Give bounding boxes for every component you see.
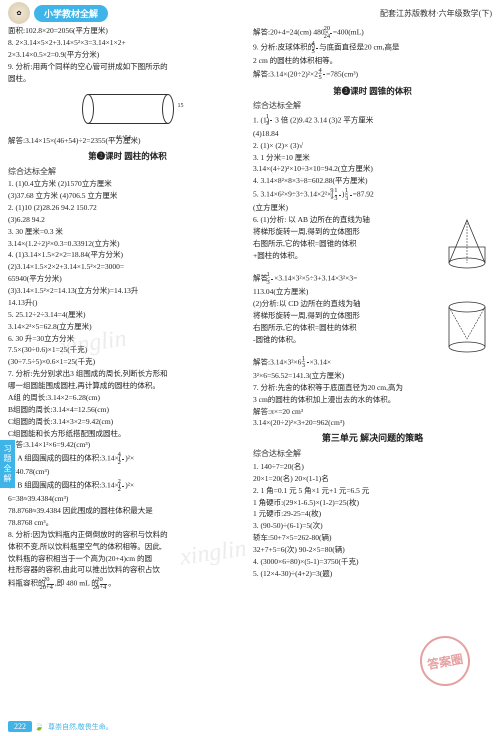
text-line: 5. 3.14×6²×9÷3÷3.14×2²×(9×13)×13=87.92: [253, 188, 492, 202]
text-line: 2 cm 的圆柱的体积相等。: [253, 56, 492, 67]
subsection-label: 综合达标全解: [8, 166, 247, 178]
text-line: 解答:3.14×(20÷2)²×2÷45=785(cm³): [253, 68, 492, 82]
text-line: 2. (1)10 (2)28.26 94.2 150.72: [8, 203, 247, 214]
subsection-label: 综合达标全解: [253, 448, 492, 460]
text-line: 轿车:50+7×5=262-80(辆): [253, 533, 492, 544]
footer-slogan: 尊崇自然,敬畏生命。: [48, 722, 113, 732]
text-line: 3 cm的圆柱的体积加上漫出去的水的体积。: [253, 395, 492, 406]
text-line: 7. 分析:先舍的体积等于底面直径为20 cm,高为: [253, 383, 492, 394]
text-line: 6=40.78(cm³): [8, 467, 247, 478]
figure-label: 15: [178, 102, 184, 111]
figure-label: 46+54: [116, 134, 131, 143]
text-line: 3. (90-50)÷(6-1)=5(次): [253, 521, 492, 532]
text-line: (3)6.28 94.2: [8, 215, 247, 226]
cone-figure-1: [442, 215, 492, 270]
text-line: 解答:3.14×1²×6=9.42(cm³): [8, 440, 247, 451]
text-line: 1. (1)0.4立方米 (2)1570立方厘米: [8, 179, 247, 190]
cylinder-figure: 15 46+54: [78, 86, 178, 134]
right-column: 解答:20+4=24(cm) 480×2024=400(mL) 9. 分析:皮球…: [253, 26, 492, 592]
text-line: 7. 分析:先分别求出3 组围成的周长,列断长方形和: [8, 369, 247, 380]
text-line: 饮料瓶的容积相当于一个高为(20+4)cm 的圆: [8, 554, 247, 565]
text-line: 3.14×(20÷2)²×3+20=962(cm³): [253, 418, 492, 429]
text-line: 9. 分析:用两个同样的空心管可拼成如下图所示的: [8, 62, 247, 73]
section-title: 第❸课时 圆锥的体积: [253, 85, 492, 97]
cone-figure-2: [442, 299, 492, 354]
text-line: 4. (3000×6÷80)×(5-1)=3750(千克): [253, 557, 492, 568]
text-line: 9. 分析:皮球体积的45与底面直径是20 cm,高是: [253, 41, 492, 55]
text-line: 8. 分析:因为饮料瓶内正倒倒放时的容积与饮料的: [8, 530, 247, 541]
text-line: C组圆能和长方形纸搭配围成圆柱。: [8, 429, 247, 440]
text-line: 3. 1 分米=10 厘米: [253, 153, 492, 164]
header-subtitle: 配套江苏版教材·六年级数学(下): [380, 8, 492, 19]
side-tab: 习题全解: [0, 440, 15, 488]
text-line: 4. (1)3.14×1.5×2×2=18.84(平方分米): [8, 250, 247, 261]
leaf-icon: 🍃: [34, 722, 44, 731]
text-line: (2)3.14×1.5×2×2+3.14×1.5²×2=3000=: [8, 262, 247, 273]
page-number: 222: [8, 721, 32, 732]
unit-title: 第三单元 解决问题的策略: [253, 432, 492, 445]
answer-stamp: 答案圈: [420, 636, 480, 696]
logo-badge: ✿: [8, 2, 30, 24]
text-line: 2. (1)× (2)× (3)√: [253, 141, 492, 152]
text-line: (4)18.84: [253, 129, 492, 140]
stamp-text: 答案圈: [416, 632, 474, 690]
text-line: 解答:20+4=24(cm) 480×2024=400(mL): [253, 26, 492, 40]
text-line: (30÷7.5÷5)×0.6×1=25(千克): [8, 357, 247, 368]
text-line: 7.5×(30÷0.6)×1=25(千克): [8, 345, 247, 356]
text-line: 1 角硬币:(29×1-6.5)×(1-2)=25(枚): [253, 498, 492, 509]
book-title: 小学教材全解: [34, 5, 108, 22]
text-line: 2×3.14×0.5×2=0.9(平方分米): [8, 50, 247, 61]
text-line: 14.13升(): [8, 298, 247, 309]
text-line: 3.14×(1.2÷2)²×0.3=0.33912(立方米): [8, 239, 247, 250]
text-line: 113.04(立方厘米): [253, 287, 492, 298]
text-line: 解答:13×3.14×3²×5÷3+3.14×3²×3=: [253, 272, 492, 286]
text-line: 3²×6=56.52=141.3(立方厘米): [253, 371, 492, 382]
text-line: 解答:π×=20 cm³: [253, 407, 492, 418]
text-line: 78.8768≈39.4384 因此围成的圆柱体积最大是: [8, 506, 247, 517]
text-line: 3.14×(4÷2)²×10÷3×10=94.2(立方厘米): [253, 164, 492, 175]
page-header: ✿ 小学教材全解 配套江苏版教材·六年级数学(下): [0, 0, 500, 26]
text-line: 1. 140÷7=20(名): [253, 462, 492, 473]
text-line: B组圆的周长:3.14×4=12.56(cm): [8, 405, 247, 416]
text-line: 面积:102.8×20=2056(平方厘米): [8, 26, 247, 37]
text-line: A组 的周长:3.14×2=6.28(cm): [8, 393, 247, 404]
text-line: 8. 2×3.14×5×2+3.14×5²×3=3.14×1×2+: [8, 38, 247, 49]
text-line: C组圆的周长:3.14×3×2=9.42(cm): [8, 417, 247, 428]
text-line: 柱形容器的容积,由此可以推出饮料的容积占饮: [8, 565, 247, 576]
text-line: 1 元硬币:29-25=4(枚): [253, 509, 492, 520]
text-line: 和 A 组圆围成的圆柱的体积:3.14×(42)²×: [8, 452, 247, 466]
subsection-label: 综合达标全解: [253, 100, 492, 112]
text-line: (立方厘米): [253, 203, 492, 214]
text-line: (3)3.14×1.5²×2=14.13(立方分米)=14.13升: [8, 286, 247, 297]
text-line: 3.14×2²×5=62.8(立方厘米): [8, 322, 247, 333]
text-line: 哪一组圆能围成圆柱,再计算成的圆柱的体积。: [8, 381, 247, 392]
text-line: 解答:3.14×3²×6÷13×3.14×: [253, 356, 492, 370]
text-line: 和 B 组圆围成的圆柱的体积:3.14×(22)²×: [8, 479, 247, 493]
text-line: 5. (12×4-30)÷(4+2)=3(题): [253, 569, 492, 580]
text-line: 20×1=20(名) 20×(1-1)名: [253, 474, 492, 485]
text-line: (3)37.68 立方米 (4)706.5 立方厘米: [8, 191, 247, 202]
text-line: 78.8768 cm³。: [8, 518, 247, 529]
text-line: 32+7+5=6(次) 90-2×5=80(辆): [253, 545, 492, 556]
content-columns: 面积:102.8×20=2056(平方厘米) 8. 2×3.14×5×2+3.1…: [0, 26, 500, 592]
section-title: 第❷课时 圆柱的体积: [8, 150, 247, 162]
text-line: 料瓶容积的2020+4,即 480 mL 的2020+4。: [8, 577, 247, 591]
text-line: 圆柱。: [8, 74, 247, 85]
text-line: 5. 25.12÷2÷3.14=4(厘米): [8, 310, 247, 321]
text-line: 3. 30 厘米=0.3 米: [8, 227, 247, 238]
text-line: 2. 1 角=0.1 元 5 角×1 元+1 元=6.5 元: [253, 486, 492, 497]
text-line: 1. (1)13 3 倍 (2)9.42 3.14 (3)2 平方厘米: [253, 114, 492, 128]
text-line: 4. 3.14×8²×8×3÷8=602.88(平方厘米): [253, 176, 492, 187]
text-line: 体积不变,所以饮料瓶里空气的体积相等。因此,: [8, 542, 247, 553]
text-line: 65940(平方分米): [8, 274, 247, 285]
text-line: 6. 30 升=30立方分米: [8, 334, 247, 345]
text-line: 6=38≈39.4384(cm³): [8, 494, 247, 505]
left-column: 面积:102.8×20=2056(平方厘米) 8. 2×3.14×5×2+3.1…: [8, 26, 247, 592]
page-footer: 222 🍃 尊崇自然,敬畏生命。: [8, 721, 492, 732]
